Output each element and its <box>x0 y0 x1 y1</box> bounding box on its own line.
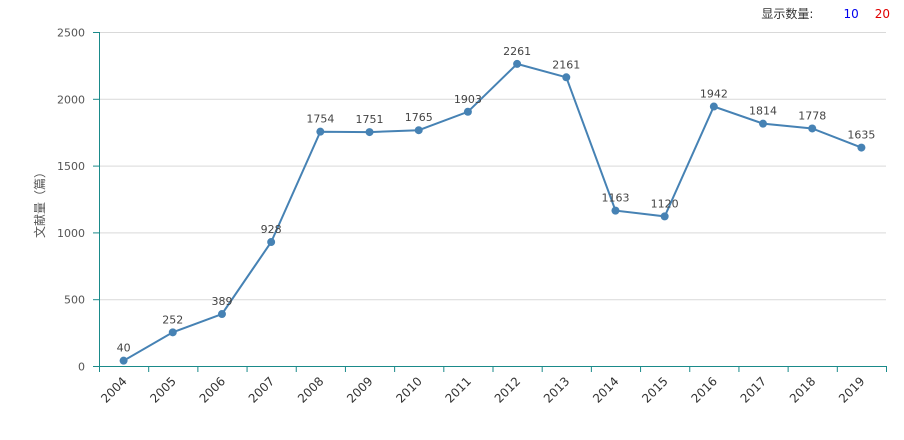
data-point[interactable] <box>857 143 866 152</box>
data-point[interactable] <box>414 126 423 135</box>
data-label: 252 <box>162 313 183 326</box>
data-points <box>119 59 866 365</box>
data-point[interactable] <box>365 128 374 137</box>
x-tick-label: 2004 <box>98 374 129 405</box>
x-tick-label: 2017 <box>738 374 769 405</box>
x-tick-label: 2009 <box>344 374 375 405</box>
y-axis-title: 文献量（篇） <box>32 166 47 238</box>
x-tick-label: 2011 <box>443 374 474 405</box>
x-tick-label: 2010 <box>393 374 424 405</box>
series-line <box>123 62 862 362</box>
data-label: 1942 <box>700 88 728 101</box>
data-label: 1814 <box>749 105 777 118</box>
data-point[interactable] <box>660 212 669 221</box>
data-point[interactable] <box>217 310 226 319</box>
data-label: 1765 <box>405 111 433 124</box>
y-tick-label: 500 <box>64 294 85 307</box>
series-line-path <box>123 62 862 362</box>
x-tick-label: 2006 <box>197 374 228 405</box>
data-label: 389 <box>211 295 232 308</box>
x-tick-label: 2007 <box>246 374 277 405</box>
y-tick-label: 1500 <box>57 160 85 173</box>
data-label: 1635 <box>847 129 875 142</box>
data-point[interactable] <box>168 328 177 337</box>
x-tick-label: 2012 <box>492 374 523 405</box>
x-tick-label: 2016 <box>688 374 719 405</box>
data-point[interactable] <box>267 238 276 247</box>
data-labels: 40 252 389 928 1754 1751 1765 1903 2261 2161 1163 1… <box>117 45 876 355</box>
data-label: 1778 <box>798 109 826 122</box>
data-point[interactable] <box>463 107 472 116</box>
x-tick-label: 2008 <box>295 374 326 405</box>
data-point[interactable] <box>759 119 768 128</box>
data-label: 1903 <box>454 93 482 106</box>
data-label: 1163 <box>601 192 629 205</box>
x-tick-label: 2005 <box>147 374 178 405</box>
y-tick-labels: 0 500 1000 1500 2000 2500 <box>57 27 85 374</box>
x-tick-label: 2013 <box>541 374 572 405</box>
grid-lines <box>99 32 886 301</box>
y-tick-label: 2000 <box>57 93 85 106</box>
data-label: 1751 <box>356 113 384 126</box>
display-count-label: 显示数量: <box>761 7 814 21</box>
display-count-option-20[interactable]: 20 <box>874 6 890 21</box>
data-point[interactable] <box>119 356 128 365</box>
y-tick-label: 2500 <box>57 27 85 40</box>
x-tick-label: 2019 <box>836 374 867 405</box>
display-count-control: 显示数量: 10 20 <box>761 5 890 22</box>
data-label: 1120 <box>651 197 679 210</box>
data-label: 2261 <box>503 45 531 58</box>
axes <box>93 32 887 372</box>
data-point[interactable] <box>709 102 718 111</box>
data-label: 1754 <box>306 113 334 126</box>
x-tick-label: 2014 <box>590 374 621 405</box>
x-tick-label: 2015 <box>639 374 670 405</box>
x-tick-label: 2018 <box>787 374 818 405</box>
x-tick-labels: 2004 2005 2006 2007 2008 2009 2010 2011 2012 2013… <box>98 374 867 405</box>
display-count-option-10[interactable]: 10 <box>843 6 859 21</box>
data-point[interactable] <box>611 206 620 215</box>
y-tick-label: 0 <box>78 361 85 374</box>
data-point[interactable] <box>513 59 522 68</box>
data-label: 2161 <box>552 58 580 71</box>
data-label: 928 <box>261 223 282 236</box>
data-point[interactable] <box>316 127 325 136</box>
data-point[interactable] <box>808 124 817 133</box>
data-point[interactable] <box>562 73 571 82</box>
data-label: 40 <box>117 342 131 355</box>
y-tick-label: 1000 <box>57 227 85 240</box>
